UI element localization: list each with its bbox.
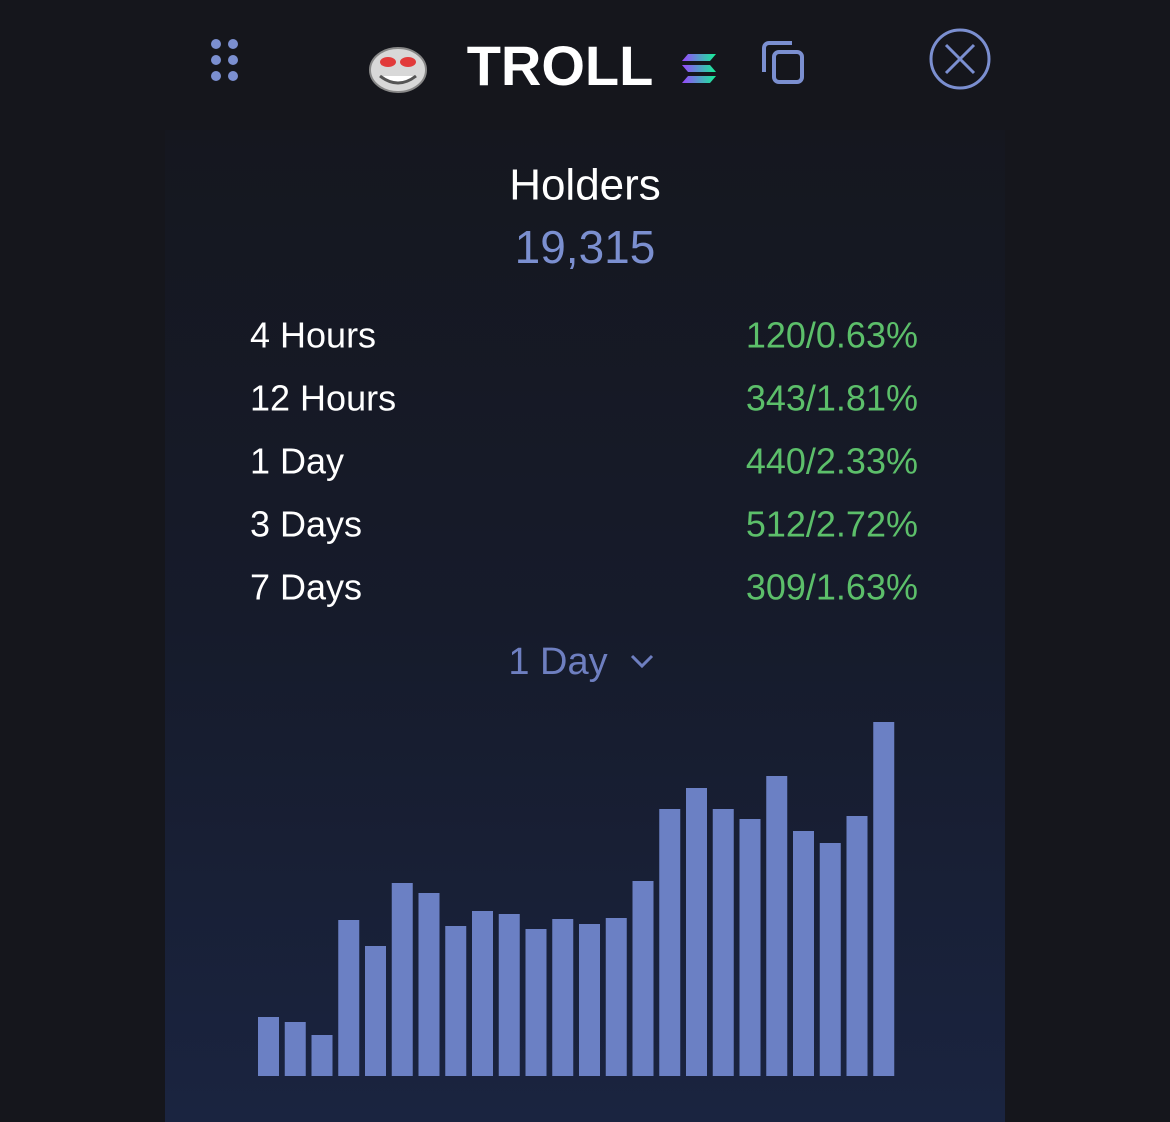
- bar: [445, 926, 467, 1076]
- close-button[interactable]: [929, 28, 991, 90]
- token-icon: [369, 47, 427, 93]
- bar: [258, 1017, 279, 1076]
- bar: [873, 722, 895, 1076]
- bar: [659, 809, 681, 1076]
- bar: [579, 924, 600, 1076]
- stat-label: Holders: [509, 161, 661, 210]
- period-label: 1 Day: [250, 441, 344, 482]
- copy-icon[interactable]: [762, 41, 804, 84]
- bar: [311, 1035, 333, 1076]
- bar: [605, 918, 627, 1076]
- period-value: 343/1.81%: [746, 378, 918, 419]
- bar: [365, 946, 386, 1076]
- period-value: 512/2.72%: [746, 504, 918, 545]
- bar: [525, 929, 547, 1076]
- bar: [418, 893, 440, 1076]
- period-label: 12 Hours: [250, 378, 396, 419]
- bar: [739, 819, 761, 1076]
- bar: [552, 919, 574, 1076]
- bar: [846, 816, 868, 1076]
- stat-value: 19,315: [515, 221, 656, 273]
- bar: [819, 843, 841, 1076]
- selector-label[interactable]: 1 Day: [508, 641, 607, 683]
- chain-icon: [682, 54, 716, 83]
- bar: [338, 920, 360, 1076]
- bar: [686, 788, 707, 1076]
- menu-icon[interactable]: [211, 39, 238, 81]
- period-value: 120/0.63%: [746, 315, 918, 356]
- period-label: 4 Hours: [250, 315, 376, 356]
- period-selector[interactable]: 1 Day: [508, 641, 654, 683]
- chevron[interactable]: [630, 654, 654, 669]
- bar: [472, 911, 493, 1076]
- bar: [766, 776, 788, 1076]
- period-label: 3 Days: [250, 504, 362, 545]
- bar: [284, 1022, 306, 1076]
- bar: [391, 883, 413, 1076]
- bar: [498, 914, 520, 1076]
- period-value: 440/2.33%: [746, 441, 918, 482]
- period-label: 7 Days: [250, 567, 362, 608]
- token-title: TROLL: [467, 34, 654, 97]
- bar: [632, 881, 654, 1076]
- period-value: 309/1.63%: [746, 567, 918, 608]
- bar: [793, 831, 814, 1076]
- bar: [712, 809, 734, 1076]
